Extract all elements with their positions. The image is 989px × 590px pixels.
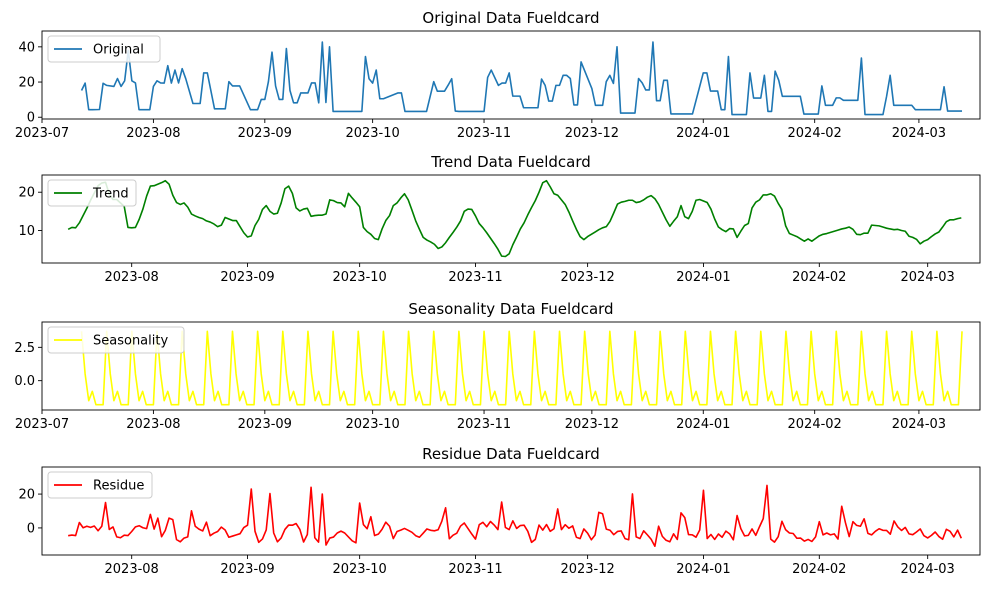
legend-box [47, 471, 153, 499]
x-tick-label: 2023-10 [345, 126, 399, 141]
x-tick-label: 2023-12 [560, 270, 614, 285]
series-line-trend [67, 179, 962, 258]
x-tick-label: 2023-09 [220, 270, 274, 285]
x-tick-label: 2023-10 [345, 417, 399, 432]
x-tick-label: 2024-02 [792, 562, 846, 577]
x-tick-label: 2024-03 [901, 562, 955, 577]
x-tick-label: 2023-08 [126, 417, 180, 432]
y-tick-label: 0.0 [14, 374, 35, 389]
subplot-trend: Trend Data Fueldcard 2023-08 2023-09 2023-1… [18, 153, 981, 285]
x-tick-label: 2024-01 [676, 562, 730, 577]
x-tick-label: 2023-12 [565, 417, 619, 432]
x-tick-label: 2024-02 [792, 270, 846, 285]
x-tick-label: 2024-03 [892, 417, 946, 432]
x-tick-label: 2023-09 [220, 562, 274, 577]
series-line-seasonality [80, 330, 963, 406]
legend-seasonality: Seasonality [47, 326, 185, 354]
x-tick-label: 2023-07 [15, 126, 69, 141]
subplot-residue: Residue Data Fueldcard 2023-08 2023-09 2023… [18, 445, 981, 577]
y-tick-label: 20 [18, 186, 35, 201]
legend-trend: Trend [47, 179, 137, 207]
legend-box [47, 35, 161, 63]
axes-frame-residue [41, 466, 981, 556]
series-line-residue [68, 484, 963, 547]
x-tick-label: 2023-08 [126, 126, 180, 141]
legend-label: Residue [93, 479, 144, 494]
legend-label: Trend [92, 187, 129, 202]
axes-frame-original [41, 30, 981, 120]
chart-title-seasonality: Seasonality Data Fueldcard [408, 300, 613, 318]
x-tick-label: 2023-12 [560, 562, 614, 577]
x-tick-label: 2023-09 [238, 126, 292, 141]
series-line-original [80, 41, 963, 116]
y-tick-label: 20 [18, 76, 35, 91]
x-tick-label: 2024-03 [901, 270, 955, 285]
legend-label: Seasonality [93, 334, 168, 349]
x-tick-label: 2023-11 [457, 417, 511, 432]
x-tick-label: 2023-08 [105, 270, 159, 285]
subplot-seasonality: Seasonality Data Fueldcard 2023-07 2023-08… [14, 300, 981, 432]
y-tick-label: 10 [18, 224, 35, 239]
legend-box [47, 326, 185, 354]
y-tick-label: 20 [18, 488, 35, 503]
x-tick-label: 2024-01 [676, 270, 730, 285]
x-tick-label: 2024-02 [788, 417, 842, 432]
legend-original: Original [47, 35, 161, 63]
legend-label: Original [93, 43, 144, 58]
x-tick-label: 2024-01 [676, 126, 730, 141]
chart-title-trend: Trend Data Fueldcard [430, 153, 591, 171]
x-tick-label: 2023-10 [332, 270, 386, 285]
axes-frame-trend [41, 174, 981, 264]
x-tick-label: 2023-09 [238, 417, 292, 432]
x-tick-label: 2023-11 [457, 126, 511, 141]
y-tick-label: 0 [27, 521, 35, 536]
chart-title-original: Original Data Fueldcard [422, 9, 599, 27]
x-tick-label: 2023-08 [105, 562, 159, 577]
x-tick-label: 2024-01 [676, 417, 730, 432]
x-tick-label: 2024-03 [892, 126, 946, 141]
x-tick-label: 2023-11 [448, 270, 502, 285]
legend-residue: Residue [47, 471, 153, 499]
x-tick-label: 2023-10 [332, 562, 386, 577]
axes-frame-seasonality [41, 321, 981, 411]
chart-title-residue: Residue Data Fueldcard [422, 445, 600, 463]
x-tick-label: 2023-07 [15, 417, 69, 432]
x-tick-label: 2024-02 [788, 126, 842, 141]
y-tick-label: 0 [27, 111, 35, 126]
y-tick-label: 40 [18, 40, 35, 55]
y-tick-label: 2.5 [14, 341, 35, 356]
x-tick-label: 2023-12 [565, 126, 619, 141]
x-tick-label: 2023-11 [448, 562, 502, 577]
legend-box [47, 179, 137, 207]
